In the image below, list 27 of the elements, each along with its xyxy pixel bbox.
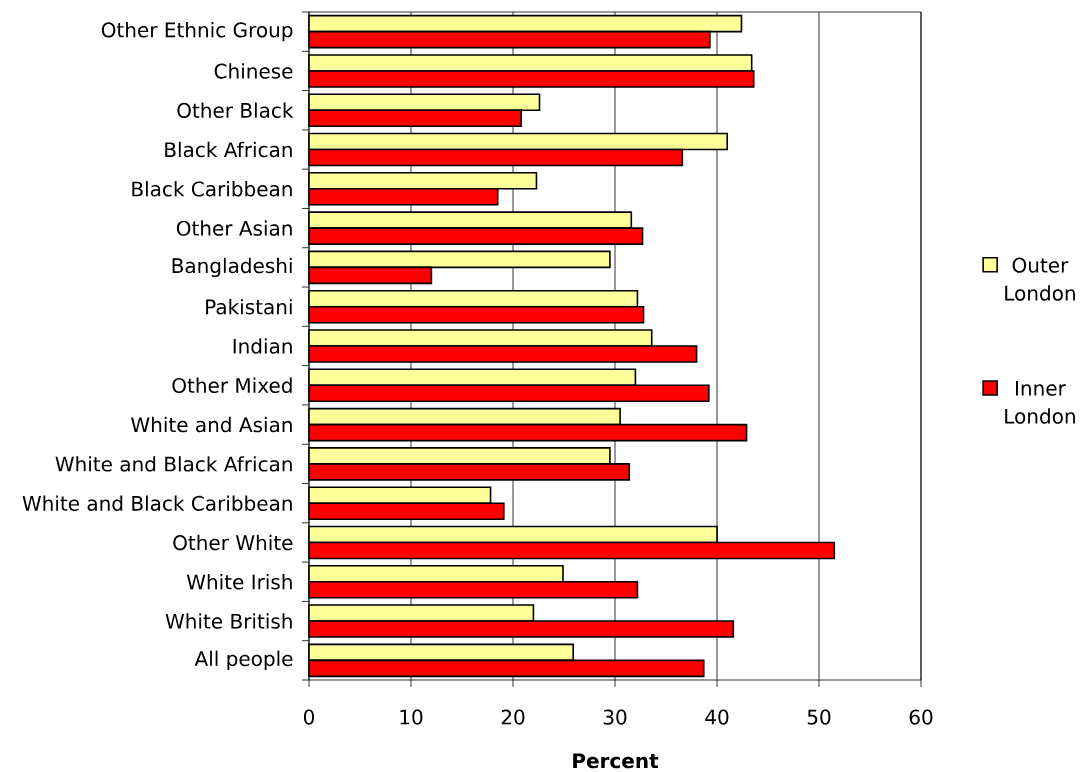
legend-label: Outer London xyxy=(1005,257,1075,301)
x-tick-label: 20 xyxy=(501,709,525,725)
y-tick-label: Black Caribbean xyxy=(132,181,292,197)
x-tick-label: 40 xyxy=(705,709,729,725)
y-tick-label: Indian xyxy=(233,338,292,354)
y-tick-label: White and Asian xyxy=(131,416,292,433)
y-tick-label: Other Mixed xyxy=(172,377,292,394)
x-tick-label: 50 xyxy=(807,709,831,725)
x-tick-label: 0 xyxy=(303,709,315,725)
y-tick-label: Chinese xyxy=(214,63,293,79)
y-tick-label: Other Asian xyxy=(176,220,292,236)
y-tick-label: Other White xyxy=(173,534,293,551)
y-tick-label: White and Black African xyxy=(55,456,292,472)
x-axis-title: Percent xyxy=(573,753,659,769)
y-tick-label: Bangladeshi xyxy=(172,257,292,278)
y-tick-label: Black African xyxy=(165,141,292,158)
x-tick-label: 60 xyxy=(909,709,933,725)
legend-label: Inner London xyxy=(1005,380,1075,424)
y-tick-label: White and Black Caribbean xyxy=(22,495,292,511)
y-tick-label: Other Ethnic Group xyxy=(101,21,293,42)
y-tick-label: Pakistani xyxy=(206,298,292,315)
y-tick-label: All people xyxy=(194,650,293,671)
y-tick-label: White Irish xyxy=(186,574,292,590)
y-tick-label: White British xyxy=(165,613,292,629)
x-tick-label: 10 xyxy=(400,709,423,725)
y-tick-label: Other Black xyxy=(177,102,294,118)
x-tick-label: 30 xyxy=(603,709,627,725)
